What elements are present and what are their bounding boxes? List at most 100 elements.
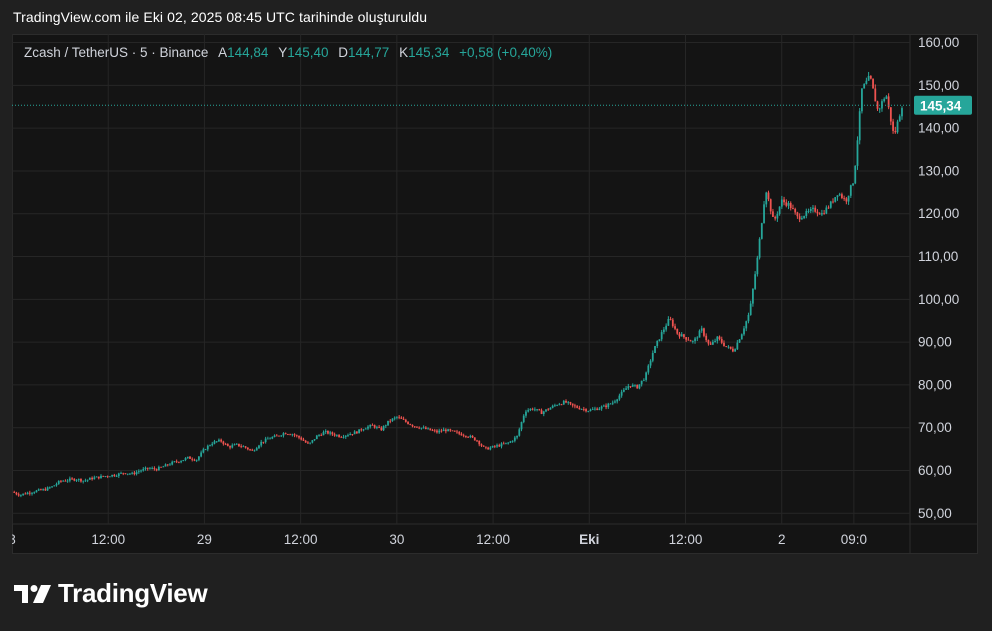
candle-body [238, 443, 240, 447]
chart-grid [12, 34, 978, 554]
candle-body [391, 418, 394, 422]
candle-body [602, 405, 605, 407]
candle-body [33, 492, 36, 494]
candle-body [849, 185, 852, 196]
candle-body [351, 434, 354, 435]
candle-body [678, 333, 681, 337]
candle-body [113, 474, 116, 477]
chart-panel[interactable] [12, 34, 978, 554]
candle-body [349, 434, 352, 436]
candle-body [527, 410, 530, 412]
candle-body [162, 466, 165, 468]
candle-body [671, 319, 674, 327]
candle-body [400, 417, 403, 419]
candle-body [133, 472, 136, 475]
candle-body [253, 450, 256, 452]
candle-body [734, 349, 737, 352]
candle-body [745, 321, 748, 329]
candle-body [827, 207, 830, 209]
price-tick-label: 130,00 [918, 163, 959, 178]
price-tick-label: 70,00 [918, 420, 952, 435]
candle-body [431, 430, 434, 432]
candle-body [302, 439, 305, 441]
candle-body [520, 422, 523, 430]
candle-body [720, 338, 723, 343]
candle-body [387, 420, 389, 426]
candle-body [115, 476, 118, 477]
tradingview-logo[interactable]: TradingView [14, 578, 208, 609]
candle-body [558, 404, 561, 406]
candle-body [195, 459, 198, 461]
price-chart[interactable]: 50,00 60,00 70,00 80,00 90,00 100,00 110,00 120… [12, 34, 978, 554]
candle-body [231, 445, 234, 448]
candle-body [585, 409, 587, 412]
candle-body [707, 340, 710, 344]
candle-body [200, 452, 203, 457]
candle-body [393, 417, 396, 419]
candle-body [17, 494, 20, 496]
candle-body [516, 435, 518, 438]
candle-body [769, 199, 772, 212]
candle-body [375, 427, 378, 428]
candle-body [384, 425, 387, 427]
candle-body [220, 439, 223, 442]
candle-body [37, 489, 40, 491]
candle-body [453, 430, 456, 432]
candle-body [293, 434, 296, 436]
candle-body [166, 464, 169, 466]
candle-body [647, 365, 650, 373]
candle-body [313, 439, 316, 441]
candle-body [529, 408, 532, 411]
candle-body [295, 435, 298, 437]
candle-body [202, 449, 205, 453]
candle-body [540, 410, 543, 415]
candle-body [418, 427, 421, 429]
candle-body [676, 328, 679, 334]
candle-body [502, 443, 505, 445]
candle-body [547, 409, 550, 411]
time-tick-label: 8 [12, 532, 16, 547]
candle-body [627, 386, 630, 389]
price-tick-label: 140,00 [918, 121, 959, 136]
candle-body [88, 477, 91, 480]
candle-body [645, 372, 648, 380]
candle-body [614, 401, 616, 403]
candle-body [407, 421, 409, 425]
candle-body [420, 427, 423, 429]
candle-body [878, 108, 881, 110]
candle-body [571, 403, 574, 406]
candle-body [46, 487, 49, 491]
candle-body [15, 492, 18, 495]
candle-body [487, 447, 490, 450]
candle-body [204, 449, 207, 451]
candle-body [687, 339, 690, 341]
candle-body [124, 473, 127, 475]
candle-body [845, 198, 848, 202]
candle-body [545, 409, 547, 412]
candle-body [887, 96, 890, 108]
candle-body [157, 466, 160, 471]
low-label: D [338, 45, 349, 60]
close-label: K [399, 45, 409, 60]
symbol-name: Zcash / TetherUS · 5 · Binance [24, 45, 209, 60]
tradingview-logo-icon [14, 584, 51, 603]
candle-body [324, 430, 327, 433]
candle-body [191, 458, 194, 460]
candle-body [620, 391, 623, 396]
candle-body [62, 480, 65, 482]
candle-body [809, 208, 812, 212]
candle-body [197, 456, 200, 460]
candle-body [556, 405, 559, 406]
candle-body [189, 456, 191, 459]
candle-body [240, 446, 243, 447]
candle-body [68, 478, 71, 481]
candle-body [273, 435, 276, 438]
candle-body [823, 213, 826, 214]
candle-body [73, 478, 76, 481]
candle-body [594, 408, 596, 410]
candle-body [774, 216, 777, 219]
candle-body [569, 402, 572, 404]
time-tick-label: 29 [197, 532, 212, 547]
candle-body [785, 202, 788, 206]
candle-body [171, 461, 174, 465]
